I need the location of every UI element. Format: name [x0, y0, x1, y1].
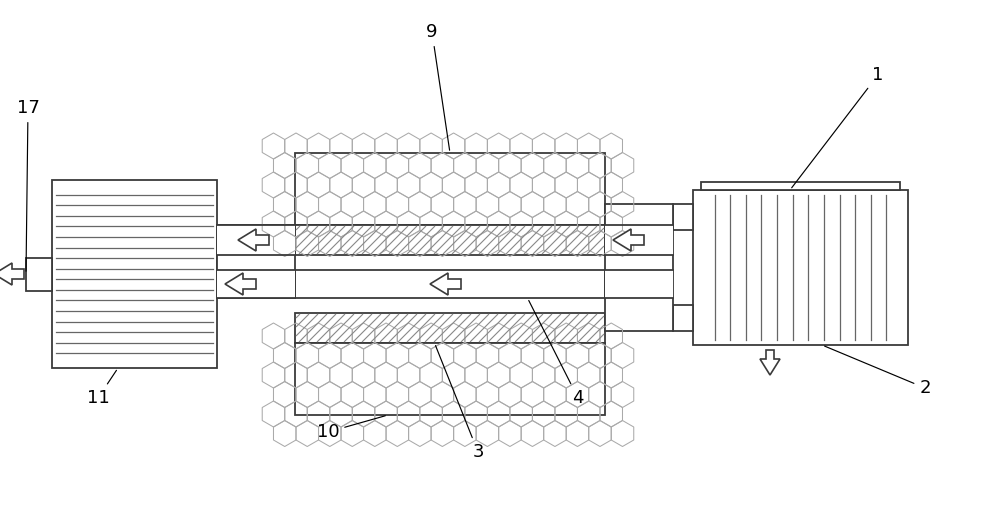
- Bar: [605, 225, 673, 255]
- Bar: [217, 270, 295, 298]
- Polygon shape: [760, 350, 780, 375]
- Text: 17: 17: [17, 99, 39, 271]
- Polygon shape: [0, 263, 24, 285]
- Bar: [673, 305, 693, 331]
- Bar: [693, 190, 908, 345]
- Polygon shape: [613, 229, 644, 251]
- Bar: [605, 204, 673, 331]
- Bar: [26, 257, 52, 290]
- Text: 11: 11: [87, 370, 116, 407]
- Text: 10: 10: [317, 416, 385, 441]
- Bar: [295, 313, 605, 343]
- Bar: [217, 225, 295, 298]
- Bar: [605, 270, 673, 298]
- Polygon shape: [430, 273, 461, 295]
- Bar: [673, 204, 693, 230]
- Bar: [295, 343, 605, 415]
- Bar: [295, 153, 605, 225]
- Polygon shape: [238, 229, 269, 251]
- Text: 4: 4: [529, 301, 584, 407]
- Bar: [295, 270, 605, 298]
- Bar: [52, 180, 217, 368]
- Text: 1: 1: [792, 66, 884, 188]
- Polygon shape: [225, 273, 256, 295]
- Bar: [295, 225, 605, 255]
- Bar: [217, 225, 295, 255]
- Text: 3: 3: [436, 346, 484, 461]
- Text: 2: 2: [825, 346, 931, 397]
- Text: 9: 9: [426, 23, 450, 150]
- Bar: [701, 182, 900, 190]
